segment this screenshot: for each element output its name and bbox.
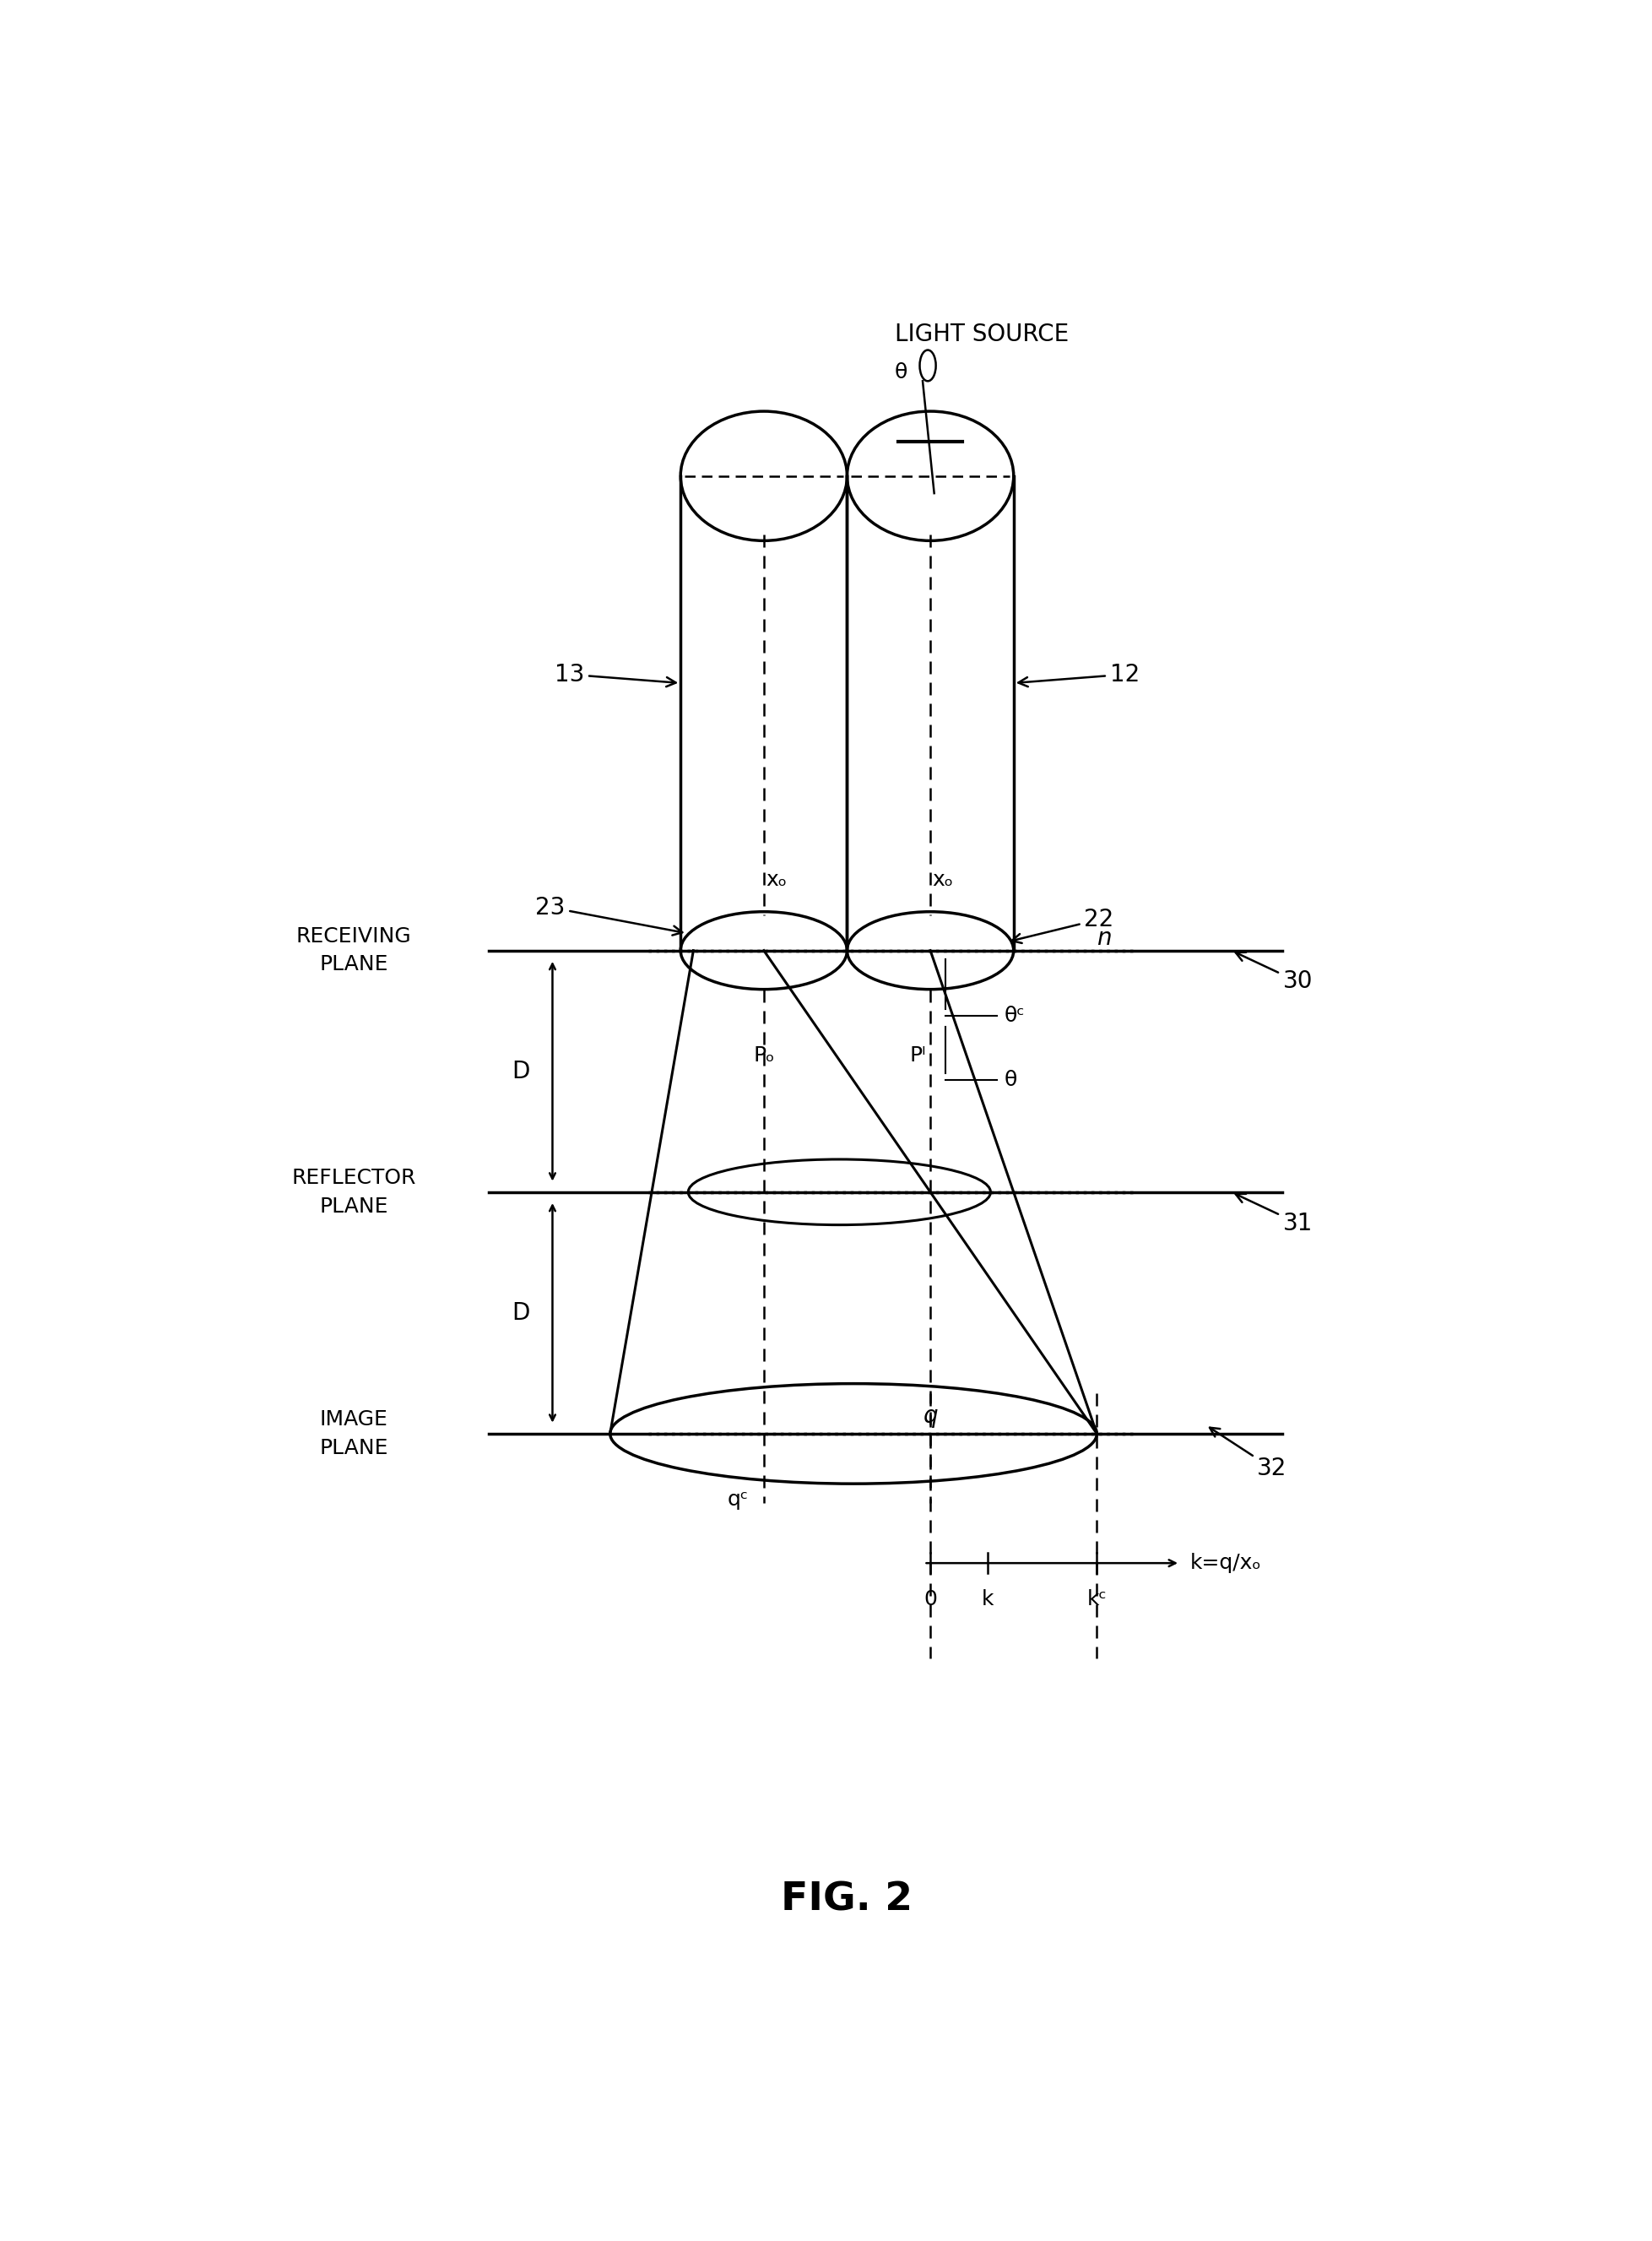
Text: LIGHT SOURCE: LIGHT SOURCE — [894, 323, 1069, 347]
Text: 32: 32 — [1209, 1428, 1287, 1479]
Text: n: n — [1097, 926, 1112, 950]
Text: qᶜ: qᶜ — [727, 1488, 748, 1510]
Text: 31: 31 — [1236, 1194, 1312, 1235]
Text: RECEIVING
PLANE: RECEIVING PLANE — [296, 926, 411, 975]
Text: 0: 0 — [923, 1589, 937, 1609]
Text: k=q/xₒ: k=q/xₒ — [1189, 1553, 1260, 1573]
Text: 22: 22 — [1011, 908, 1113, 943]
Text: Pᴵ: Pᴵ — [909, 1047, 925, 1067]
Text: Pₒ: Pₒ — [753, 1047, 775, 1067]
Text: θ: θ — [1004, 1069, 1018, 1089]
Text: k: k — [981, 1589, 993, 1609]
Text: 30: 30 — [1236, 952, 1312, 993]
Text: FIG. 2: FIG. 2 — [781, 1880, 912, 1918]
Text: q: q — [922, 1405, 937, 1428]
Text: 12: 12 — [1018, 663, 1138, 686]
Text: xₒ: xₒ — [932, 870, 953, 890]
Text: θ: θ — [894, 363, 907, 383]
Text: 23: 23 — [535, 896, 682, 934]
Text: D: D — [510, 1060, 529, 1082]
Text: REFLECTOR
PLANE: REFLECTOR PLANE — [291, 1168, 416, 1217]
Text: 13: 13 — [555, 663, 676, 686]
Text: xₒ: xₒ — [765, 870, 786, 890]
Text: IMAGE
PLANE: IMAGE PLANE — [319, 1410, 388, 1459]
Text: D: D — [510, 1302, 529, 1324]
Text: kᶜ: kᶜ — [1087, 1589, 1107, 1609]
Text: θᶜ: θᶜ — [1004, 1006, 1024, 1026]
